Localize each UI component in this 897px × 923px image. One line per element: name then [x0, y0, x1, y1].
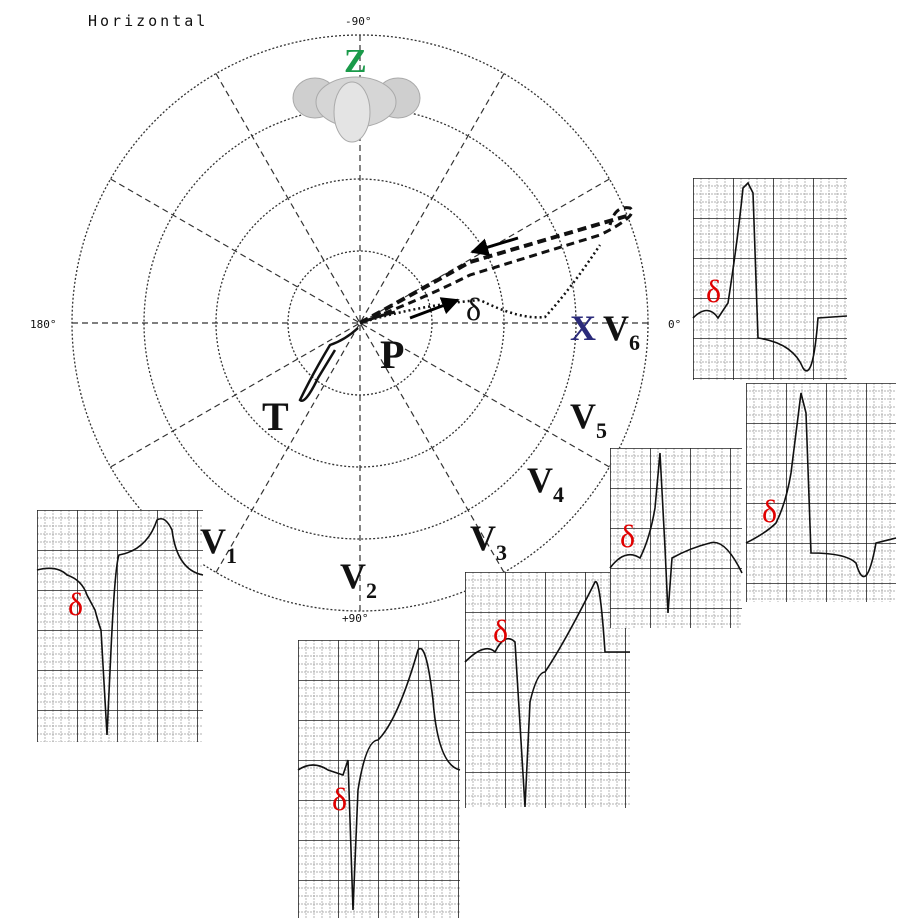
angle-right: 0° — [668, 318, 681, 331]
spoke — [215, 73, 505, 573]
lead-label: V4 — [527, 460, 564, 507]
ecg-trace — [745, 392, 897, 578]
lead-name: V — [527, 460, 553, 500]
ecg-grid — [37, 510, 203, 742]
z-axis-label: Z — [344, 43, 367, 80]
ecg-grid — [465, 572, 630, 808]
lead-label: V1 — [200, 521, 237, 568]
lead-label: V3 — [470, 518, 507, 565]
lead-number: 5 — [596, 418, 607, 443]
lead-name: V — [570, 396, 596, 436]
ecg-grid — [298, 640, 460, 918]
ecg-strip — [609, 448, 743, 628]
angle-top: -90° — [345, 15, 372, 28]
lead-name: V — [603, 308, 629, 348]
t-label: T — [262, 394, 289, 439]
lead-label: V6 — [603, 308, 640, 355]
lead-number: 2 — [366, 578, 377, 603]
title: Horizontal — [88, 12, 208, 30]
angle-left: 180° — [30, 318, 57, 331]
lead-number: 6 — [629, 330, 640, 355]
spoke — [110, 178, 610, 468]
ecg-trace — [692, 181, 848, 372]
ecg-grid — [610, 448, 742, 628]
ecg-trace — [36, 517, 204, 736]
ecg-strip — [36, 510, 204, 742]
lead-label: V5 — [570, 396, 607, 443]
lead-number: 4 — [553, 482, 564, 507]
lead-label: V2 — [340, 556, 377, 603]
lead-name: V — [200, 521, 226, 561]
lead-number: 1 — [226, 543, 237, 568]
delta-label: δ — [466, 291, 481, 327]
delta-label: δ — [706, 273, 721, 309]
angle-bottom: +90° — [342, 612, 369, 625]
ecg-strip — [464, 572, 630, 808]
delta-label: δ — [620, 518, 635, 554]
lead-name: V — [470, 518, 496, 558]
heart-image — [292, 76, 421, 143]
delta-label: δ — [762, 493, 777, 529]
spoke — [110, 178, 610, 468]
ecg-grid — [693, 178, 847, 380]
delta-label: δ — [493, 613, 508, 649]
x-axis-label: X — [570, 308, 596, 348]
ecg-strip — [745, 383, 897, 602]
lead-number: 3 — [496, 540, 507, 565]
spoke — [215, 73, 505, 573]
ecg-strip — [297, 640, 461, 918]
ecg-trace — [464, 581, 630, 808]
vector-loops — [298, 206, 634, 402]
p-label: P — [380, 332, 404, 377]
lead-name: V — [340, 556, 366, 596]
delta-label: δ — [332, 781, 347, 817]
ecg-trace — [297, 647, 461, 911]
ecg-strip — [692, 178, 848, 380]
delta-label: δ — [68, 586, 83, 622]
ecg-trace — [609, 452, 743, 614]
